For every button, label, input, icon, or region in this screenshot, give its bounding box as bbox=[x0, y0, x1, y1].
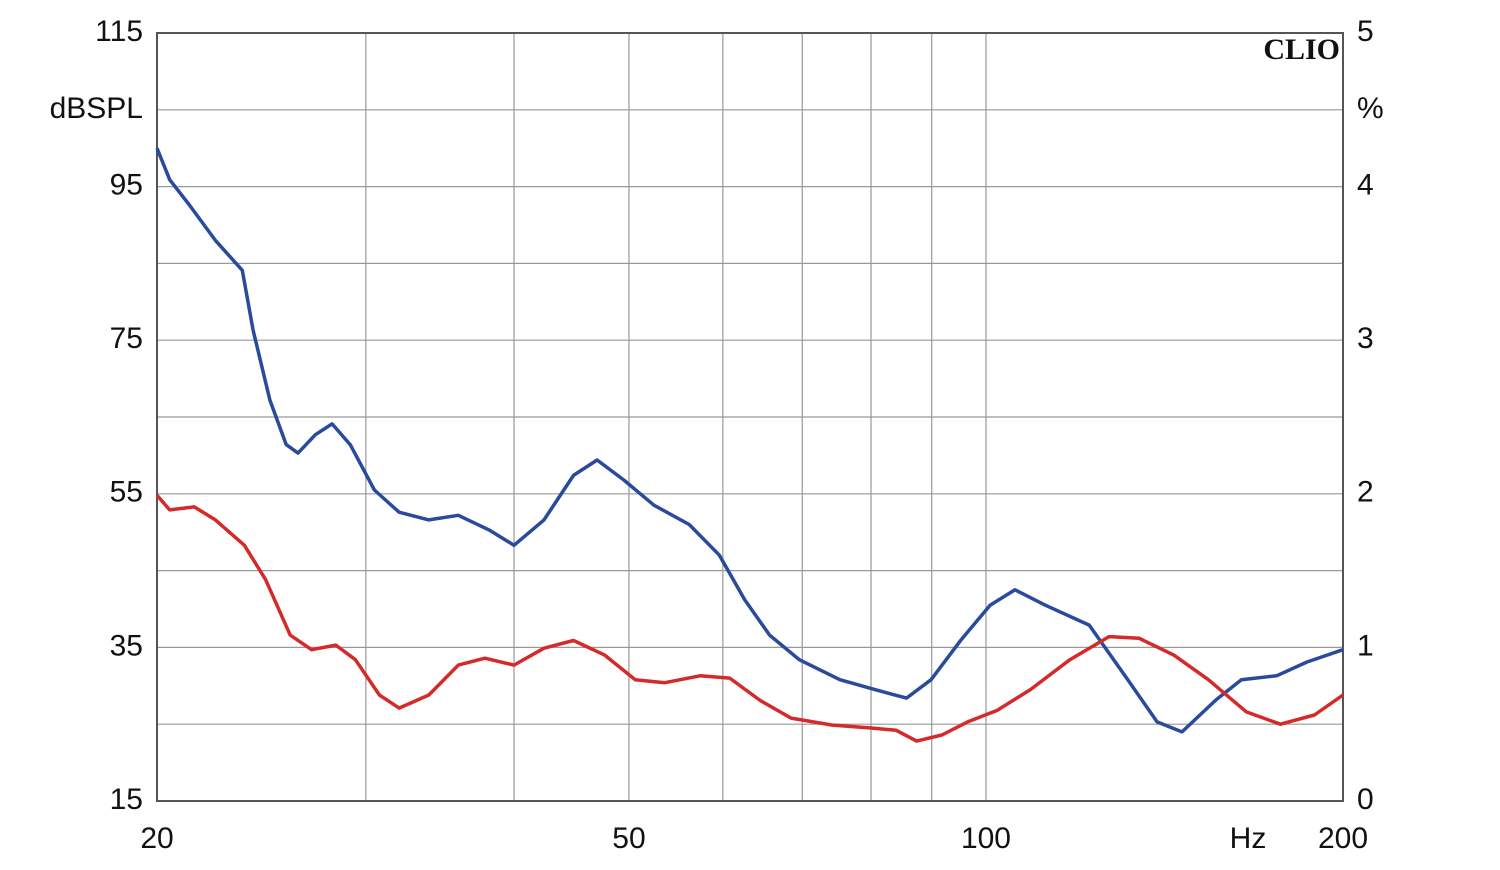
x-tick-label: 200 bbox=[1318, 822, 1368, 855]
y2-tick-label: 0 bbox=[1357, 783, 1374, 816]
y-axis-label: dBSPL bbox=[50, 92, 143, 125]
y-tick-label: 55 bbox=[110, 476, 143, 509]
brand: CLIO bbox=[1263, 33, 1340, 66]
y-tick-label: 115 bbox=[95, 15, 143, 48]
series-line bbox=[155, 494, 1345, 743]
y2-axis-label: % bbox=[1357, 92, 1384, 125]
plot-frame bbox=[156, 32, 1344, 802]
x-tick-label: 100 bbox=[961, 822, 1011, 855]
x-axis-label: Hz bbox=[1230, 822, 1267, 855]
y2-tick-label: 3 bbox=[1357, 322, 1374, 355]
y-tick-label: 35 bbox=[110, 629, 143, 662]
y2-tick-label: 2 bbox=[1357, 476, 1374, 509]
y-tick-label: 95 bbox=[110, 169, 143, 202]
y2-tick-label: 4 bbox=[1357, 169, 1374, 202]
x-tick-label: 50 bbox=[612, 822, 645, 855]
y2-tick-label: 5 bbox=[1357, 15, 1374, 48]
series-line bbox=[155, 147, 1344, 734]
y-tick-label: 15 bbox=[110, 783, 143, 816]
y2-tick-label: 1 bbox=[1357, 629, 1374, 662]
y-tick-label: 75 bbox=[110, 322, 143, 355]
x-tick-label: 20 bbox=[140, 822, 173, 855]
